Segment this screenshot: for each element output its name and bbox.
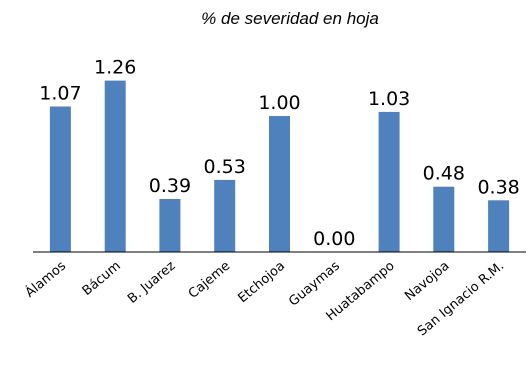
data-labels-group: 1.07 1.26 0.39 0.53 1.00 0.00 1.03 0.48 0.38 [39,57,520,250]
category-label-0: Álamos [22,258,69,301]
bar-6 [378,111,400,253]
category-label-2: B. Juarez [125,258,179,306]
data-label-3: 0.53 [204,156,246,178]
chart-title: % de severidad en hoja [201,9,379,28]
data-label-1: 1.26 [94,57,136,79]
bar-4 [269,116,290,252]
category-labels-group: Álamos Bácum B. Juarez Cajeme EtchojoaGuayma… [22,258,507,340]
data-label-2: 0.39 [149,175,191,197]
category-label-3: Cajeme [186,259,233,302]
bar-1 [104,80,126,252]
data-label-6: 1.03 [368,88,410,110]
data-label-7: 0.48 [423,163,465,185]
bar-3 [214,179,236,252]
category-label-7: Navojoa [402,259,452,304]
category-label-4: Etchojoa [235,259,288,307]
category-label-1: Bácum [80,259,124,299]
bar-7 [433,186,455,252]
data-label-8: 0.38 [477,176,519,198]
bar-8 [488,200,510,252]
bar-2 [159,199,181,252]
data-label-4: 1.00 [258,92,300,114]
data-label-0: 1.07 [39,83,81,105]
bars-group [49,80,510,253]
category-label-5: Guaymas [286,258,343,309]
data-label-5: 0.00 [313,228,355,250]
bar-0 [49,106,71,252]
